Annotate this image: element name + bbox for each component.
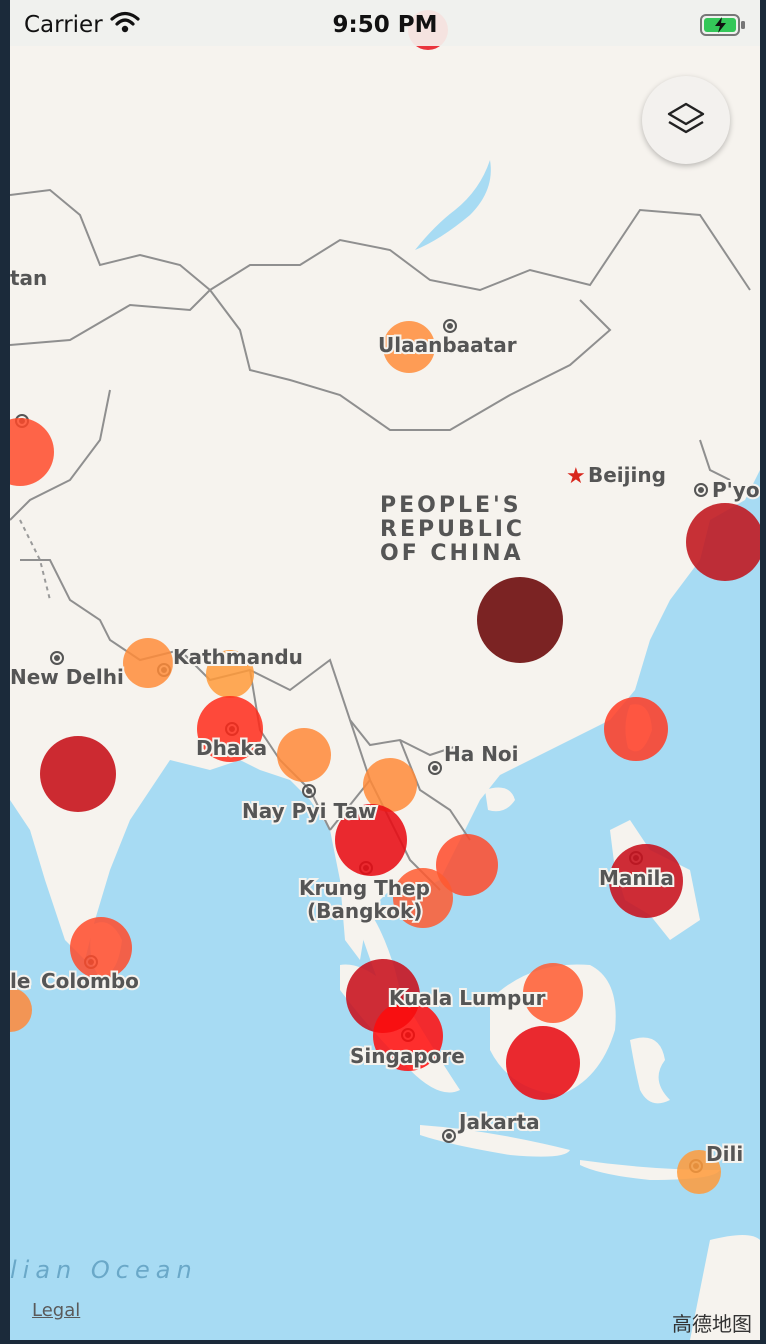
- marker-kathmandu[interactable]: [123, 638, 173, 688]
- label-male: le: [10, 969, 30, 993]
- marker-korea[interactable]: [686, 503, 760, 581]
- status-bar: Carrier 9:50 PM: [10, 0, 760, 46]
- marker-brunei[interactable]: [523, 963, 583, 1023]
- label-ulaanbaatar: Ulaanbaatar: [378, 333, 517, 357]
- beijing-star-icon: ★: [566, 464, 586, 489]
- label-colombo: Colombo: [41, 969, 139, 993]
- wifi-icon: [110, 11, 140, 33]
- marker-laos[interactable]: [363, 758, 417, 812]
- label-nay-pyi-taw: Nay Pyi Taw: [242, 799, 377, 823]
- marker-borneo[interactable]: [506, 1026, 580, 1100]
- marker-colombo[interactable]: [70, 917, 132, 979]
- label-stan: tan: [10, 266, 47, 290]
- label-singapore: Singapore: [350, 1044, 465, 1068]
- label-china-line2: REPUBLIC: [380, 517, 525, 542]
- marker-ulaanbaatar[interactable]: [383, 321, 435, 373]
- label-bangkok-line2: (Bangkok): [307, 899, 422, 923]
- heat-markers: [10, 10, 760, 1194]
- label-new-delhi: New Delhi: [10, 665, 124, 689]
- marker-taiwan[interactable]: [604, 697, 668, 761]
- marker-manila[interactable]: [609, 844, 683, 918]
- land-sulawesi: [630, 1037, 670, 1104]
- label-ha-noi: Ha Noi: [444, 742, 519, 766]
- label-pyongyang: P'yo: [712, 478, 760, 502]
- label-beijing: Beijing: [588, 463, 666, 487]
- marker-central-china[interactable]: [477, 577, 563, 663]
- carrier-label: Carrier: [24, 12, 103, 38]
- label-bangkok-line1: Krung Thep: [299, 876, 430, 900]
- marker-india[interactable]: [40, 736, 116, 812]
- label-kathmandu: Kathmandu: [173, 645, 303, 669]
- map-labels: tan Ulaanbaatar Beijing P'yo PEOPLE'S RE…: [10, 264, 760, 1284]
- label-china-line1: PEOPLE'S: [380, 493, 522, 518]
- label-china-line3: OF CHINA: [380, 541, 524, 566]
- map-attribution: 高德地图: [672, 1312, 752, 1336]
- land-papua: [690, 1235, 760, 1340]
- map-view[interactable]: ★ tan: [10, 0, 760, 1340]
- marker-dhaka[interactable]: [197, 696, 263, 762]
- disputed-border: [19, 519, 51, 601]
- label-indian-ocean: lian Ocean: [10, 1256, 198, 1284]
- marker-cambodia[interactable]: [393, 868, 453, 928]
- lake-baikal: [415, 160, 491, 250]
- marker-western-edge[interactable]: [10, 418, 54, 486]
- battery-charging-icon: [700, 14, 745, 36]
- clock-label: 9:50 PM: [332, 12, 438, 38]
- marker-vietnam[interactable]: [436, 834, 498, 896]
- land-java: [420, 1125, 570, 1157]
- marker-singapore[interactable]: [373, 1001, 443, 1071]
- marker-bhutan[interactable]: [206, 650, 254, 698]
- label-kuala-lumpur: Kuala Lumpur: [389, 986, 546, 1010]
- marker-thailand[interactable]: [335, 804, 407, 876]
- label-dili: Dili: [706, 1142, 743, 1166]
- label-manila: Manila: [599, 866, 674, 890]
- label-jakarta: Jakarta: [457, 1110, 540, 1134]
- marker-maldives[interactable]: [10, 988, 32, 1032]
- land-hainan: [485, 787, 515, 812]
- layers-icon: [667, 102, 705, 134]
- marker-dili[interactable]: [677, 1150, 721, 1194]
- legal-link[interactable]: Legal: [32, 1300, 81, 1321]
- label-dhaka: Dhaka: [196, 736, 267, 760]
- map-layers-button[interactable]: [642, 76, 730, 164]
- phone-screen: ★ tan: [10, 0, 760, 1340]
- marker-myanmar[interactable]: [277, 728, 331, 782]
